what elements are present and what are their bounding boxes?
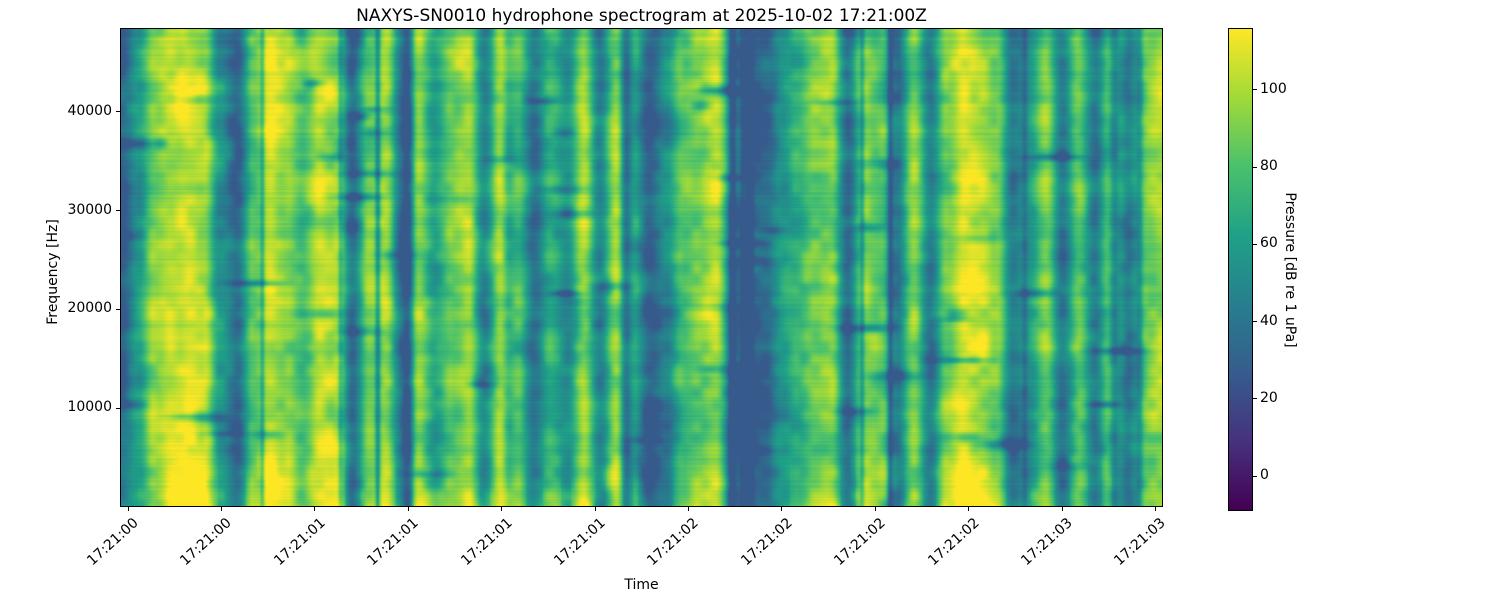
y-tick-mark bbox=[116, 210, 120, 212]
x-tick-mark bbox=[407, 507, 409, 511]
y-tick-mark bbox=[116, 111, 120, 113]
colorbar bbox=[1228, 28, 1253, 511]
colorbar-tick-label: 100 bbox=[1260, 80, 1287, 97]
spectrogram-plot-area bbox=[120, 28, 1163, 507]
x-tick-mark bbox=[687, 507, 689, 511]
x-axis-label: Time bbox=[624, 577, 659, 593]
chart-title: NAXYS-SN0010 hydrophone spectrogram at 2… bbox=[356, 6, 927, 26]
colorbar-tick-mark bbox=[1253, 475, 1257, 477]
x-tick-mark bbox=[781, 507, 783, 511]
y-tick-mark bbox=[116, 407, 120, 409]
colorbar-tick-label: 80 bbox=[1260, 158, 1278, 175]
colorbar-tick-mark bbox=[1253, 321, 1257, 323]
x-tick-mark bbox=[968, 507, 970, 511]
colorbar-tick-mark bbox=[1253, 166, 1257, 168]
colorbar-tick-mark bbox=[1253, 243, 1257, 245]
colorbar-tick-mark bbox=[1253, 89, 1257, 91]
x-tick-mark bbox=[874, 507, 876, 511]
y-tick-mark bbox=[116, 308, 120, 310]
x-tick-mark bbox=[1154, 507, 1156, 511]
colorbar-tick-label: 40 bbox=[1260, 312, 1278, 329]
colorbar-tick-label: 0 bbox=[1260, 467, 1269, 484]
x-tick-mark bbox=[501, 507, 503, 511]
x-tick-mark bbox=[314, 507, 316, 511]
y-tick-label: 40000 bbox=[67, 102, 112, 119]
colorbar-gradient bbox=[1229, 29, 1252, 510]
x-tick-mark bbox=[127, 507, 129, 511]
y-tick-label: 20000 bbox=[67, 300, 112, 317]
colorbar-label: Pressure [dB re 1 uPa] bbox=[1282, 192, 1298, 348]
colorbar-tick-label: 60 bbox=[1260, 235, 1278, 252]
x-tick-mark bbox=[594, 507, 596, 511]
spectrogram-image bbox=[121, 29, 1162, 506]
x-tick-mark bbox=[1061, 507, 1063, 511]
y-tick-label: 10000 bbox=[67, 399, 112, 416]
colorbar-tick-label: 20 bbox=[1260, 389, 1278, 406]
colorbar-tick-mark bbox=[1253, 398, 1257, 400]
x-tick-mark bbox=[220, 507, 222, 511]
y-tick-label: 30000 bbox=[67, 201, 112, 218]
